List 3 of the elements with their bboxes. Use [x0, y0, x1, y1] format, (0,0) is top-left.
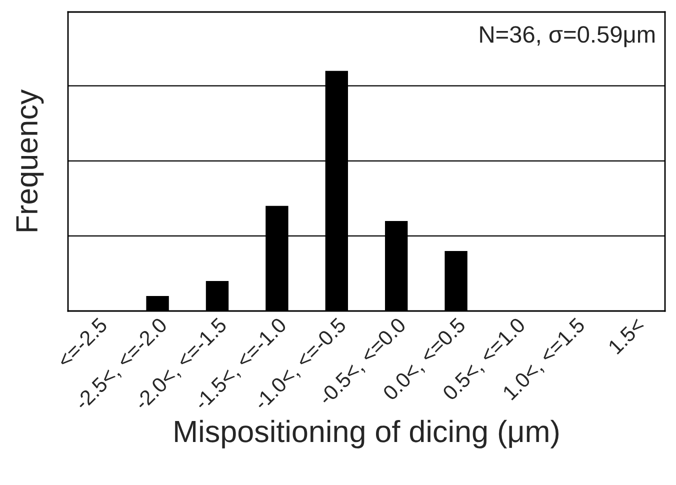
- text: N=36, σ=0.59μm: [480, 26, 654, 48]
- x-axis-title: Mispositioning of dicing (μm): [175, 420, 559, 448]
- y-axis-title: Frequency: [16, 89, 44, 232]
